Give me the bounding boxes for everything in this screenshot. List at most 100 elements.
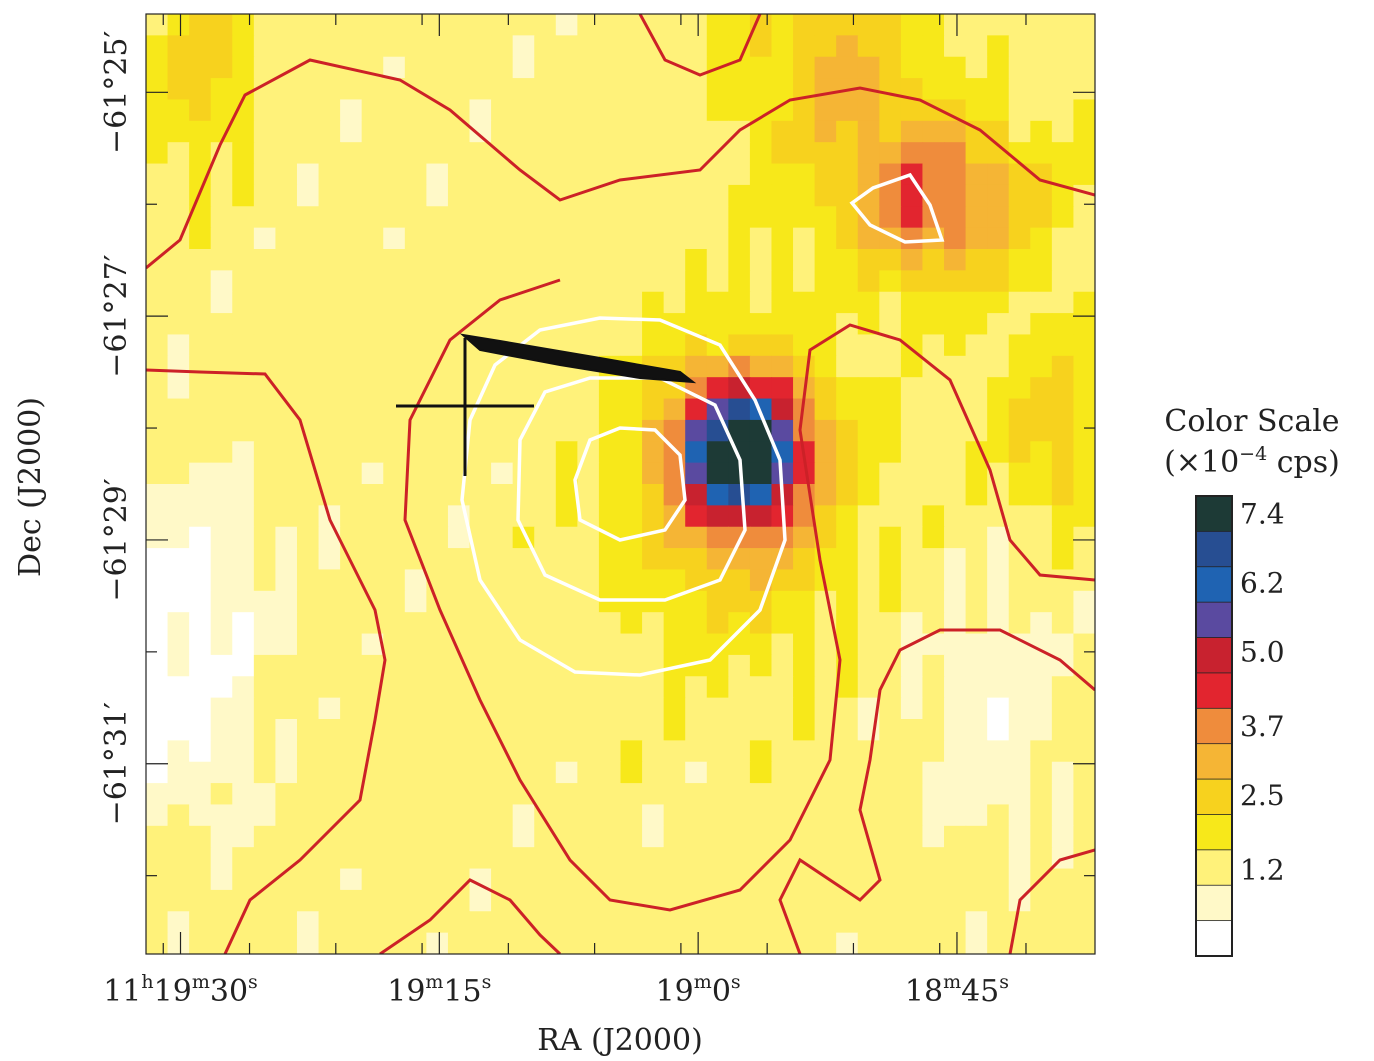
heatmap-cell bbox=[232, 14, 255, 36]
heatmap-cell bbox=[749, 56, 773, 79]
heatmap-cell bbox=[340, 184, 363, 207]
heatmap-cell bbox=[534, 78, 557, 101]
heatmap-cell bbox=[210, 14, 233, 36]
heatmap-cell bbox=[534, 825, 557, 848]
heatmap-cell bbox=[253, 14, 277, 36]
heatmap-cell bbox=[685, 590, 708, 613]
heatmap-cell bbox=[167, 740, 190, 763]
heatmap-cell bbox=[749, 654, 773, 677]
heatmap-cell bbox=[296, 676, 320, 699]
heatmap-cell bbox=[965, 719, 988, 741]
heatmap-cell bbox=[146, 761, 169, 784]
heatmap-cell bbox=[685, 334, 708, 357]
heatmap-cell bbox=[793, 313, 816, 336]
heatmap-cell bbox=[447, 249, 471, 271]
heatmap-cell bbox=[793, 249, 816, 271]
heatmap-cell bbox=[534, 868, 557, 891]
heatmap-cell bbox=[447, 697, 471, 720]
heatmap-cell bbox=[706, 484, 729, 506]
heatmap-cell bbox=[146, 847, 169, 870]
heatmap-cell bbox=[965, 889, 988, 912]
heatmap-cell bbox=[771, 355, 794, 378]
contour-east-low bbox=[778, 628, 1095, 954]
heatmap-cell bbox=[1030, 740, 1053, 763]
heatmap-cell bbox=[1030, 56, 1053, 79]
heatmap-cell bbox=[275, 142, 298, 165]
heatmap-cell bbox=[447, 932, 471, 954]
heatmap-cell bbox=[642, 142, 665, 165]
heatmap-cell bbox=[642, 633, 665, 656]
heatmap-cell bbox=[189, 377, 212, 400]
colorbar-bin bbox=[1195, 920, 1233, 957]
heatmap-cell bbox=[728, 206, 751, 229]
heatmap-cell bbox=[642, 612, 665, 635]
x-axis-title: RA (J2000) bbox=[537, 1023, 703, 1058]
heatmap-cell bbox=[642, 932, 665, 954]
heatmap-cell bbox=[685, 462, 708, 485]
heatmap-cell bbox=[814, 932, 837, 954]
heatmap-cell bbox=[900, 249, 924, 271]
heatmap-cell bbox=[447, 783, 471, 806]
heatmap-cell bbox=[210, 676, 233, 699]
heatmap-cell bbox=[793, 99, 816, 122]
heatmap-cell bbox=[318, 633, 341, 656]
heatmap-cell bbox=[426, 804, 449, 827]
heatmap-cell bbox=[944, 163, 967, 186]
heatmap-cell bbox=[577, 99, 600, 122]
heatmap-cell bbox=[598, 548, 622, 571]
heatmap-cell bbox=[1008, 526, 1031, 549]
heatmap-cell bbox=[296, 825, 320, 848]
heatmap-cell bbox=[598, 868, 622, 891]
heatmap-cell bbox=[706, 654, 729, 677]
heatmap-cell bbox=[663, 526, 686, 549]
heatmap-cell bbox=[383, 163, 406, 186]
heatmap-cell bbox=[944, 804, 967, 827]
heatmap-cell bbox=[361, 99, 384, 122]
heatmap-cell bbox=[620, 847, 643, 870]
heatmap-cell bbox=[555, 78, 578, 101]
heatmap-cell bbox=[275, 14, 298, 36]
heatmap-cell bbox=[167, 825, 190, 848]
heatmap-cell bbox=[965, 590, 988, 613]
heatmap-cell bbox=[1008, 505, 1031, 528]
heatmap-cell bbox=[512, 56, 535, 79]
heatmap-cell bbox=[447, 484, 471, 506]
heatmap-cell bbox=[965, 377, 988, 400]
heatmap-cell bbox=[383, 249, 406, 271]
heatmap-cell bbox=[987, 206, 1010, 229]
heatmap-cell bbox=[426, 35, 449, 58]
heatmap-cell bbox=[189, 654, 212, 677]
heatmap-cell bbox=[146, 120, 169, 143]
heatmap-cell bbox=[469, 184, 492, 207]
heatmap-cell bbox=[361, 441, 384, 464]
heatmap-cell bbox=[922, 868, 945, 891]
heatmap-cell bbox=[1051, 654, 1075, 677]
heatmap-cell bbox=[340, 249, 363, 271]
heatmap-cell bbox=[296, 761, 320, 784]
heatmap-cell bbox=[167, 398, 190, 421]
heatmap-cell bbox=[857, 56, 880, 79]
heatmap-cell bbox=[900, 804, 924, 827]
heatmap-cell bbox=[1008, 569, 1031, 592]
heatmap-cell bbox=[318, 334, 341, 357]
heatmap-cell bbox=[512, 14, 535, 36]
heatmap-cell bbox=[922, 484, 945, 506]
heatmap-cell bbox=[555, 56, 578, 79]
heatmap-cell bbox=[1030, 163, 1053, 186]
heatmap-cell bbox=[167, 78, 190, 101]
heatmap-cell bbox=[620, 761, 643, 784]
heatmap-cell bbox=[404, 911, 427, 934]
heatmap-cell bbox=[189, 847, 212, 870]
heatmap-cell bbox=[749, 847, 773, 870]
heatmap-cell bbox=[814, 526, 837, 549]
heatmap-cell bbox=[534, 14, 557, 36]
heatmap-cell bbox=[296, 120, 320, 143]
heatmap-cell bbox=[922, 740, 945, 763]
heatmap-cell bbox=[814, 334, 837, 357]
heatmap-cell bbox=[1051, 78, 1075, 101]
heatmap-cell bbox=[836, 99, 859, 122]
heatmap-cell bbox=[965, 548, 988, 571]
heatmap-cell bbox=[210, 505, 233, 528]
heatmap-cell bbox=[642, 740, 665, 763]
heatmap-cell bbox=[793, 78, 816, 101]
